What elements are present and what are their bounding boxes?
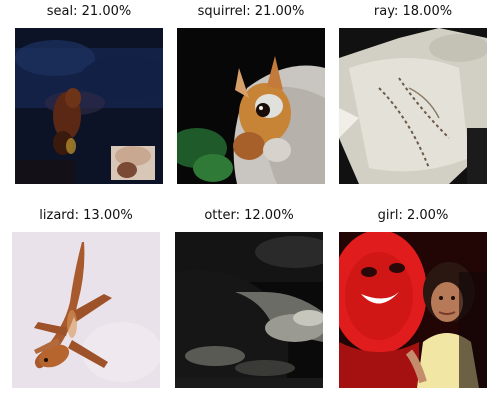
caption-lizard: lizard: 13.00% xyxy=(39,208,133,223)
image-girl xyxy=(339,232,487,388)
caption-girl: girl: 2.00% xyxy=(377,208,449,223)
image-otter xyxy=(175,232,323,388)
grid-item-seal: seal: 21.00% xyxy=(15,2,163,184)
image-squirrel xyxy=(177,28,325,184)
caption-otter: otter: 12.00% xyxy=(204,208,294,223)
grid-item-girl: girl: 2.00% xyxy=(339,206,487,388)
image-ray xyxy=(339,28,487,184)
image-seal xyxy=(15,28,163,184)
caption-seal: seal: 21.00% xyxy=(46,4,132,19)
caption-squirrel: squirrel: 21.00% xyxy=(197,4,305,19)
grid-item-lizard: lizard: 13.00% xyxy=(12,206,160,388)
grid-item-otter: otter: 12.00% xyxy=(175,206,323,388)
caption-ray: ray: 18.00% xyxy=(373,4,453,19)
grid-item-squirrel: squirrel: 21.00% xyxy=(177,2,325,184)
grid-item-ray: ray: 18.00% xyxy=(339,2,487,184)
image-lizard xyxy=(12,232,160,388)
